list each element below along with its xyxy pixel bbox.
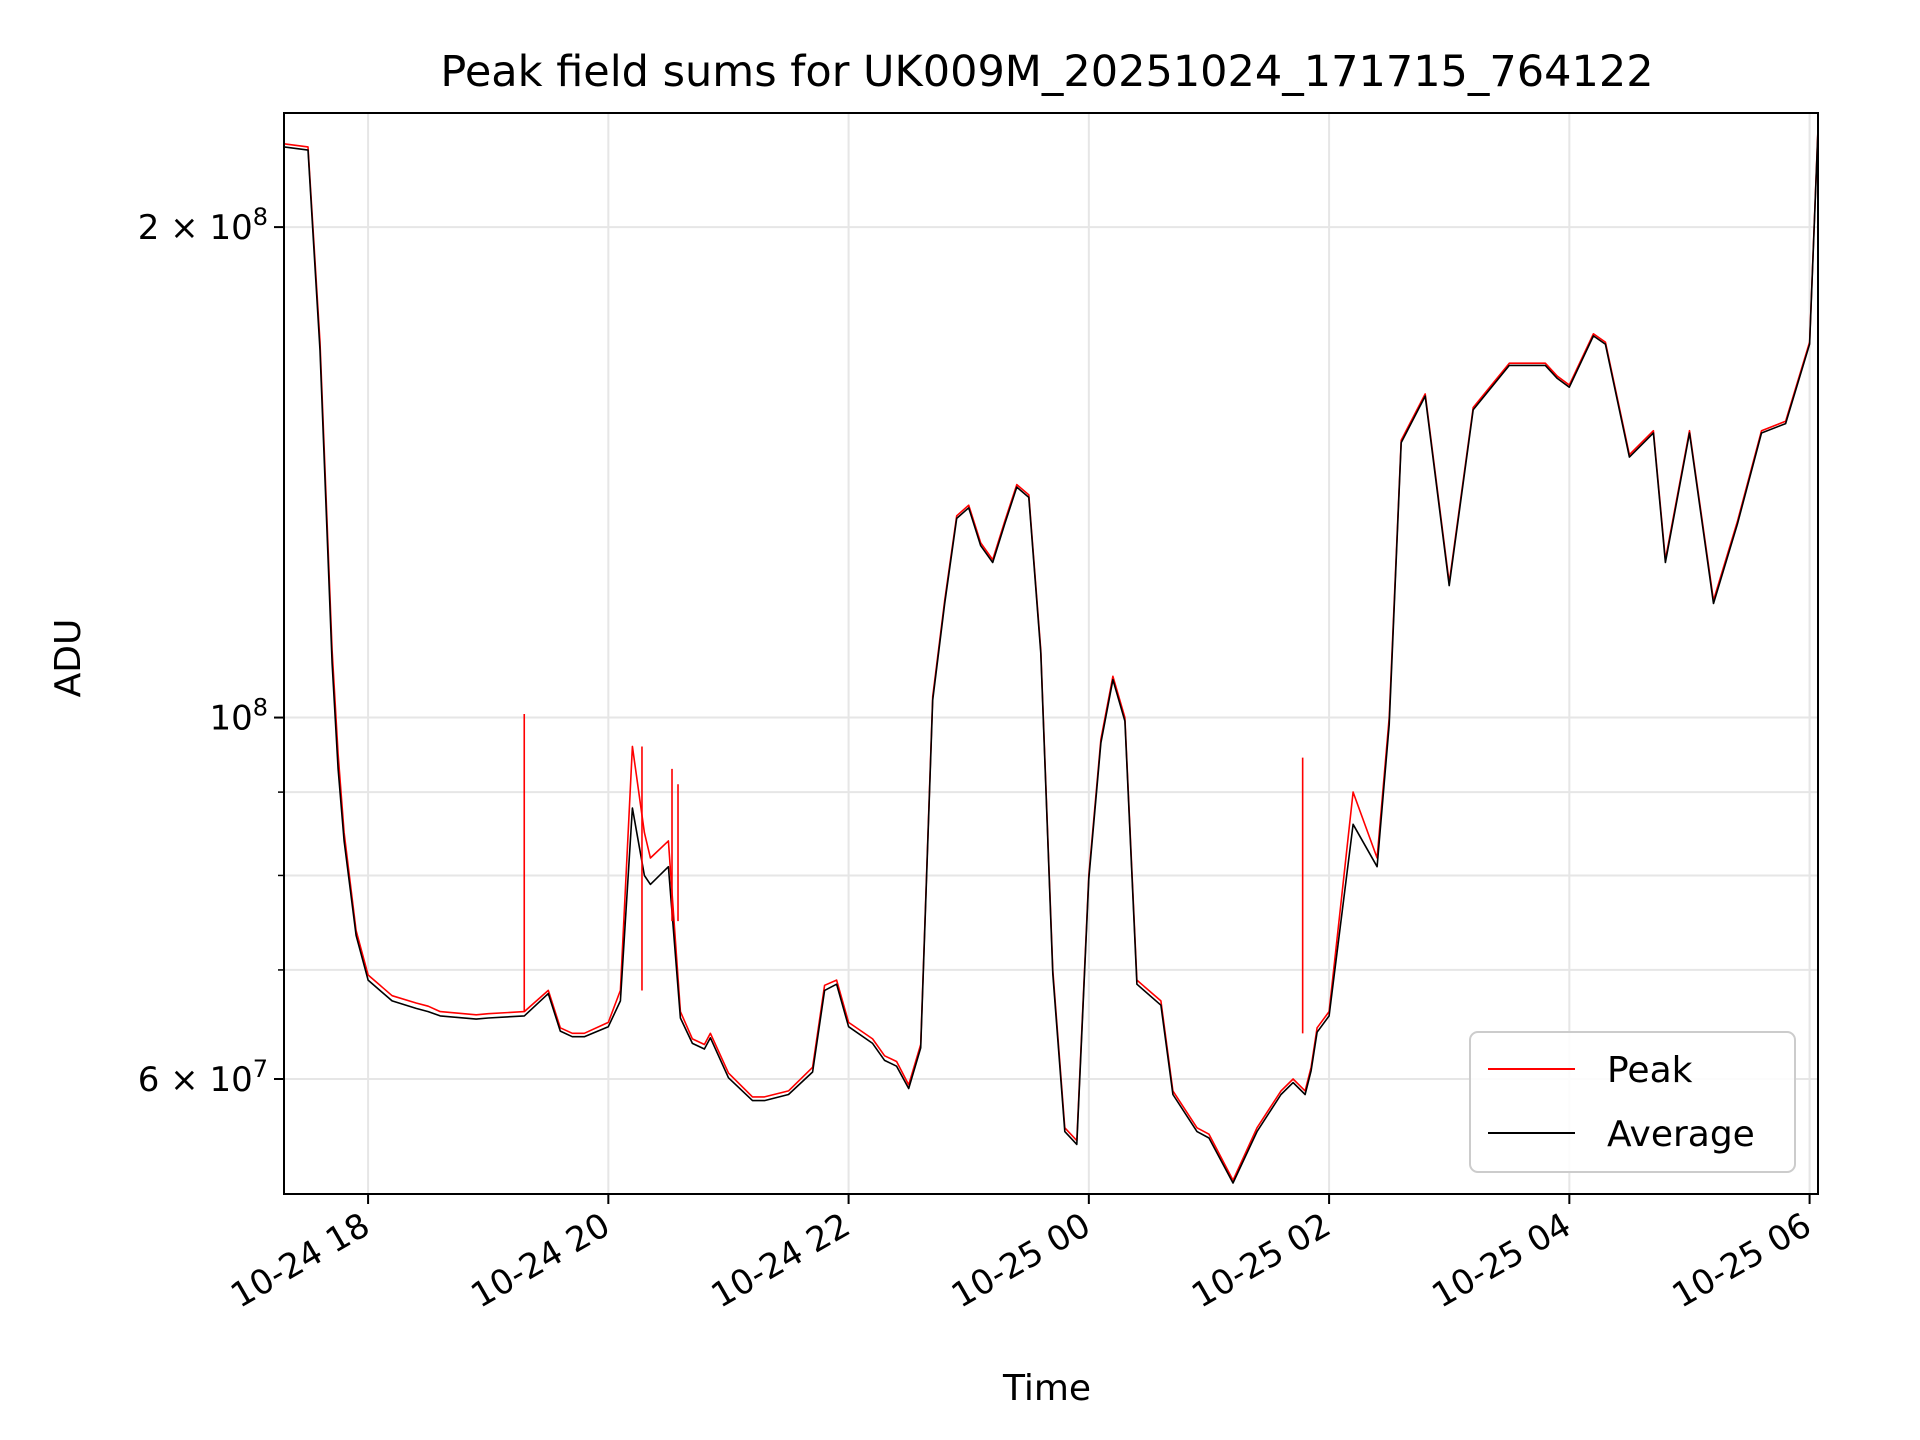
x-axis-label: Time [1002,1368,1091,1409]
grid-lines [284,113,1818,1194]
y-tick-label-2: 2 × 108 [138,203,268,248]
y-tick-label-0: 6 × 107 [138,1055,268,1100]
legend-box [1469,1031,1796,1173]
legend-label-peak: Peak [1607,1050,1693,1091]
plot-frame [283,112,1819,1195]
y-axis-ticks: 6 × 107 108 2 × 108 [138,203,284,1100]
series-line-average [284,129,1818,1184]
series-layer [284,128,1818,1184]
chart-title: Peak field sums for UK009M_20251024_1717… [440,47,1653,97]
y-axis-label: ADU [48,619,89,698]
legend-label-average: Average [1607,1114,1755,1155]
legend: Peak Average [1469,1031,1796,1173]
y-tick-label-1: 108 [209,694,268,739]
series-line-peak [284,128,1818,1182]
